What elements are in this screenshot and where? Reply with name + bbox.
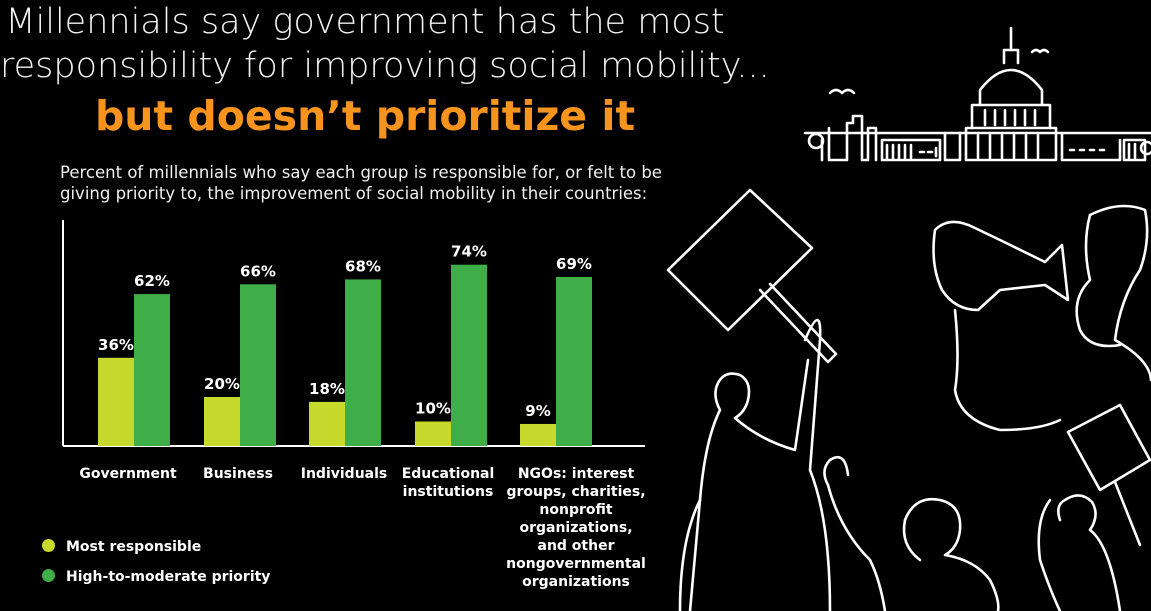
value-label: 36% — [98, 336, 134, 354]
value-label: 68% — [345, 257, 381, 275]
chart-value-labels: 36% 20% 18% 10% 9% 62% 66% 68% 74% 69% — [98, 243, 592, 420]
legend-label: Most responsible — [66, 539, 202, 555]
value-label: 18% — [309, 380, 345, 398]
waving-protester-icon — [823, 455, 1000, 611]
category-label: NGOs: interest groups, charities, nonprofi… — [501, 465, 651, 591]
bar-most-responsible-1 — [204, 397, 240, 446]
bar-priority-0 — [134, 294, 170, 446]
category-label-line: organizations — [522, 574, 630, 590]
category-label: Business — [163, 465, 313, 483]
chart-subtitle: Percent of millennials who say each grou… — [60, 163, 662, 203]
category-label-line: groups, charities, — [506, 484, 646, 500]
bar-most-responsible-3 — [415, 421, 451, 446]
bar-most-responsible-4 — [520, 423, 556, 446]
bar-most-responsible-0 — [98, 357, 134, 446]
legend-dot-most-responsible — [42, 539, 55, 552]
legend-dot-priority — [42, 569, 55, 582]
category-label-line: Government — [79, 466, 177, 482]
value-label: 66% — [240, 262, 276, 280]
bar-priority-2 — [345, 279, 381, 446]
category-label-line: Educational — [401, 466, 495, 482]
value-label: 20% — [204, 375, 240, 393]
bar-priority-1 — [240, 284, 276, 446]
title-line-1: Millennials say government has the most — [5, 2, 725, 42]
category-label-line: organizations, — [519, 520, 633, 536]
capitol-skyline-icon — [803, 26, 1151, 162]
category-label-line: Business — [203, 466, 273, 482]
value-label: 69% — [556, 255, 592, 273]
category-label-line: and other — [537, 538, 615, 554]
title-accent: but doesn’t prioritize it — [94, 92, 636, 140]
value-label: 62% — [134, 272, 170, 290]
small-sign-icon — [1037, 403, 1151, 611]
bar-chart: 36% 20% 18% 10% 9% 62% 66% 68% 74% 69% — [62, 220, 645, 447]
legend-item-most-responsible: Most responsible — [42, 539, 201, 555]
legend-item-priority: High-to-moderate priority — [42, 569, 270, 585]
value-label: 74% — [451, 243, 487, 261]
bar-most-responsible-2 — [309, 401, 345, 446]
category-label-line: nongovernmental — [506, 556, 646, 572]
category-label-line: Individuals — [300, 466, 388, 482]
category-label-line: nonprofit — [539, 502, 613, 518]
protester-with-sign-icon — [666, 188, 838, 611]
category-label: Educational institutions — [373, 465, 523, 501]
category-label: Individuals — [269, 465, 419, 483]
value-label: 10% — [415, 400, 451, 418]
category-label-line: NGOs: interest — [517, 466, 635, 482]
category-label: Government — [53, 465, 203, 483]
megaphone-person-icon — [932, 204, 1151, 432]
title-line-2: responsibility for improving social mobi… — [0, 46, 770, 86]
bar-priority-4 — [556, 276, 592, 446]
bar-priority-3 — [451, 264, 487, 446]
chart-bars — [98, 264, 592, 446]
category-label-line: institutions — [402, 484, 494, 500]
value-label: 9% — [525, 402, 550, 420]
legend-label: High-to-moderate priority — [66, 569, 271, 585]
